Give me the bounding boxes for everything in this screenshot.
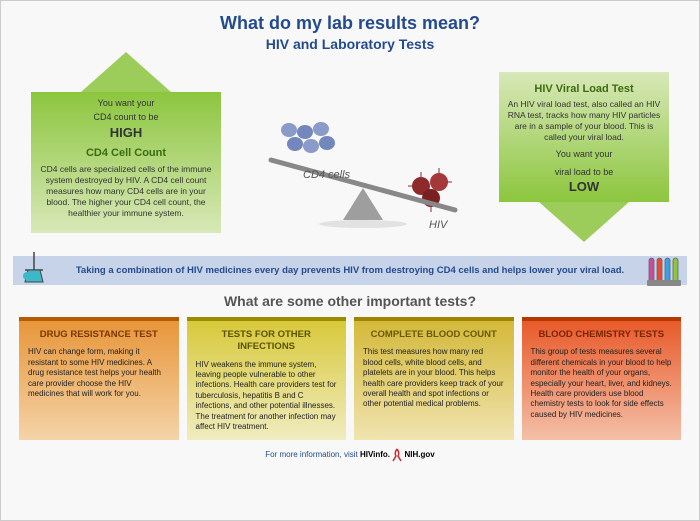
card-title: DRUG RESISTANCE TEST [28,329,170,341]
card-body: HIV weakens the immune system, leaving p… [196,360,338,433]
footer-prefix: For more information, visit [265,451,357,460]
beaker-icon [19,250,49,284]
viral-load-arrow-down: HIV Viral Load Test An HIV viral load te… [499,72,669,242]
hiv-label: HIV [429,219,449,231]
cd4-label: CD4 cells [303,169,351,181]
card-title: TESTS FOR OTHER INFECTIONS [196,329,338,354]
cd4-arrow-up: You want your CD4 count to be HIGH CD4 C… [31,52,221,233]
title-line1: What do my lab results mean? [13,13,687,34]
card-title: BLOOD CHEMISTRY TESTS [531,329,673,341]
vl-body: An HIV viral load test, also called an H… [507,99,661,143]
footer-logo1: HIVinfo. [360,451,390,460]
seesaw-svg: CD4 cells HIV [243,112,473,242]
card-title: COMPLETE BLOOD COUNT [363,329,505,341]
card-blood-chemistry: BLOOD CHEMISTRY TESTS This group of test… [522,317,682,440]
card-other-infections: TESTS FOR OTHER INFECTIONS HIV weakens t… [187,317,347,440]
seesaw-fulcrum [343,188,383,220]
seesaw-diagram: CD4 cells HIV [243,112,473,247]
arrow-down-icon [539,202,629,242]
subheading: What are some other important tests? [13,293,687,309]
vl-heading: HIV Viral Load Test [507,82,661,96]
blue-band-text: Taking a combination of HIV medicines ev… [76,265,624,276]
top-section: You want your CD4 count to be HIGH CD4 C… [13,52,687,252]
cd4-want-1: You want your [39,98,213,110]
footer-logo2: NIH.gov [405,451,435,460]
ribbon-icon [392,448,402,462]
blue-band: Taking a combination of HIV medicines ev… [13,256,687,285]
title-line2: HIV and Laboratory Tests [13,36,687,52]
cd4-cells-icon [281,122,335,153]
cd4-want-2: CD4 count to be [39,112,213,124]
card-body: This test measures how many red blood ce… [363,347,505,409]
footer: For more information, visit HIVinfo. NIH… [13,448,687,462]
cd4-body: CD4 cells are specialized cells of the i… [39,164,213,219]
card-body: HIV can change form, making it resistant… [28,347,170,399]
cards-row: DRUG RESISTANCE TEST HIV can change form… [13,317,687,440]
card-body: This group of tests measures several dif… [531,347,673,420]
cd4-heading: CD4 Cell Count [39,146,213,160]
card-complete-blood-count: COMPLETE BLOOD COUNT This test measures … [354,317,514,440]
arrow-up-icon [81,52,171,92]
vl-want-2: viral load to be [507,167,661,179]
page-title: What do my lab results mean? HIV and Lab… [13,13,687,52]
cd4-big: HIGH [39,125,213,142]
test-tubes-icon [647,254,681,288]
vl-want-1: You want your [507,149,661,161]
card-drug-resistance: DRUG RESISTANCE TEST HIV can change form… [19,317,179,440]
vl-big: LOW [507,179,661,196]
